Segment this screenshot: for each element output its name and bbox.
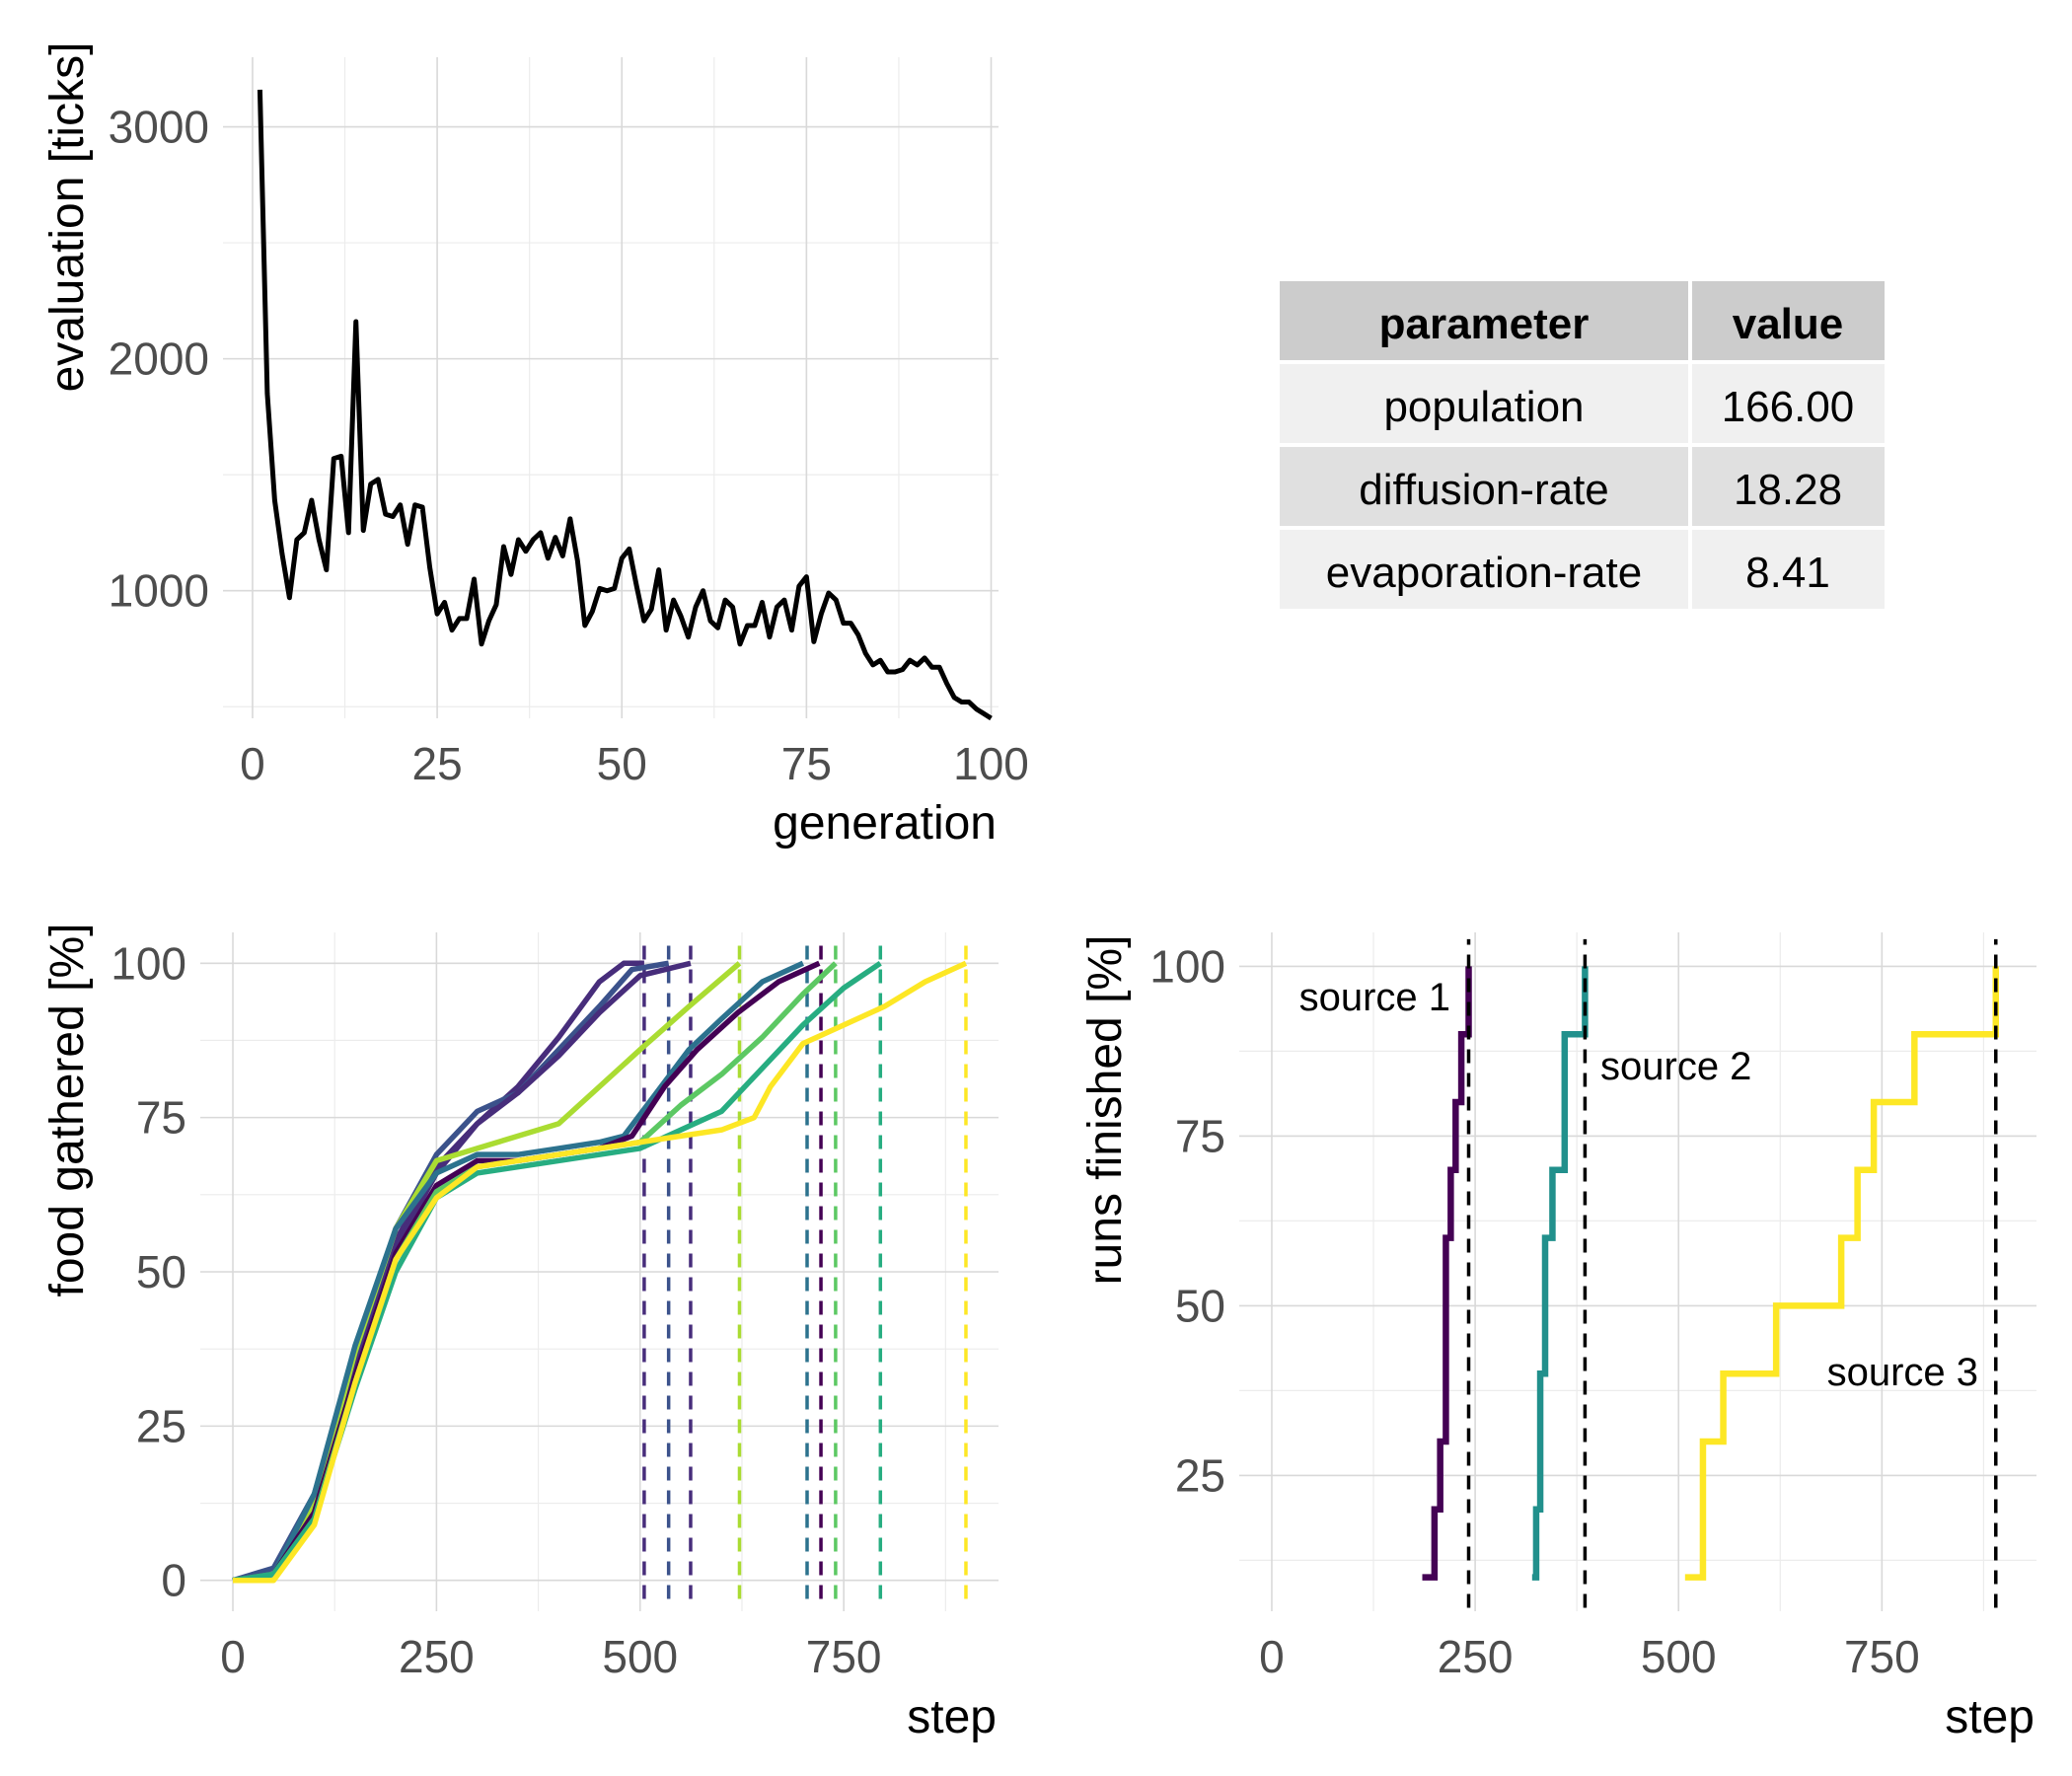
runs-finished-chart: 0 250 500 750 25 50 75 100 source 1 source 2 s… <box>1079 932 2036 1743</box>
runs-finished-chart-lines <box>1422 938 2000 1608</box>
table-row-2-cell-parameter <box>1280 447 1688 526</box>
evaluation-x-tick-label: 25 <box>411 738 462 789</box>
evaluation-chart-lines <box>257 89 993 721</box>
table-row-2-cell-value <box>1692 447 1885 526</box>
table-cell-diffusion-rate-value: 18.28 <box>1734 466 1842 514</box>
runs-finished-source-2-line <box>1531 966 1589 1581</box>
evaluation-chart-x-title: generation <box>773 797 997 850</box>
runs-finished-chart-grid <box>1239 932 2036 1611</box>
table-header-cell-value <box>1692 281 1885 360</box>
food-gathered-series-line <box>233 960 968 1584</box>
runs-finished-x-tick-label: 500 <box>1641 1631 1717 1682</box>
evaluation-x-tick-label: 75 <box>781 738 832 789</box>
runs-finished-x-tick-label: 750 <box>1844 1631 1920 1682</box>
runs-finished-x-tick-label: 250 <box>1438 1631 1514 1682</box>
food-gathered-series-line <box>232 960 805 1584</box>
table-header-parameter: parameter <box>1379 300 1590 348</box>
runs-finished-chart-y-ticks: 25 50 75 100 <box>1149 940 1225 1501</box>
table-row-1-cell-parameter <box>1280 364 1688 443</box>
evaluation-x-tick-label: 50 <box>597 738 647 789</box>
food-gathered-chart-y-title: food gathered [%] <box>41 924 94 1297</box>
annotation-source-1: source 1 <box>1299 976 1450 1019</box>
table-cell-diffusion-rate: diffusion-rate <box>1359 466 1609 514</box>
evaluation-chart-x-ticks: 0 25 50 75 100 <box>240 738 1029 789</box>
food-gathered-chart-x-title: step <box>907 1691 997 1743</box>
runs-finished-y-tick-label: 100 <box>1149 940 1225 992</box>
table-row-3-cell-parameter <box>1280 530 1688 609</box>
food-gathered-x-tick-label: 750 <box>806 1631 882 1682</box>
evaluation-y-tick-label: 2000 <box>109 333 209 385</box>
runs-finished-y-tick-label: 25 <box>1175 1449 1225 1501</box>
evaluation-chart: 0 25 50 75 100 1000 2000 3000 generation evalu… <box>41 42 1029 850</box>
runs-finished-y-tick-label: 75 <box>1175 1110 1225 1161</box>
table-cell-evaporation-rate-value: 8.41 <box>1745 549 1830 597</box>
food-gathered-y-tick-label: 0 <box>161 1555 186 1606</box>
table-cell-population: population <box>1383 383 1584 431</box>
table-cell-evaporation-rate: evaporation-rate <box>1326 549 1642 597</box>
runs-finished-source-3-line <box>1684 966 2000 1581</box>
runs-finished-y-tick-label: 50 <box>1175 1280 1225 1331</box>
parameter-table: parameter value population 166.00 diffus… <box>1280 281 1885 609</box>
annotation-source-3: source 3 <box>1827 1351 1978 1394</box>
table-row-1-cell-value <box>1692 364 1885 443</box>
food-gathered-y-tick-label: 25 <box>136 1400 186 1451</box>
runs-finished-chart-x-title: step <box>1945 1691 2035 1743</box>
annotation-source-2: source 2 <box>1600 1045 1751 1088</box>
food-gathered-chart-y-ticks: 0 25 50 75 100 <box>111 937 186 1605</box>
food-gathered-chart-x-ticks: 0 250 500 750 <box>220 1631 881 1682</box>
evaluation-chart-grid <box>223 57 999 718</box>
runs-finished-x-tick-label: 0 <box>1259 1631 1285 1682</box>
food-gathered-x-tick-label: 0 <box>220 1631 246 1682</box>
table-header-value: value <box>1733 300 1844 348</box>
evaluation-y-tick-label: 3000 <box>109 102 209 153</box>
food-gathered-x-tick-label: 250 <box>399 1631 475 1682</box>
table-row-3-cell-value <box>1692 530 1885 609</box>
runs-finished-chart-x-ticks: 0 250 500 750 <box>1259 1631 1920 1682</box>
food-gathered-y-tick-label: 75 <box>136 1092 186 1144</box>
evaluation-y-tick-label: 1000 <box>109 565 209 617</box>
evaluation-chart-y-ticks: 1000 2000 3000 <box>109 102 209 617</box>
evaluation-x-tick-label: 100 <box>953 738 1029 789</box>
food-gathered-x-tick-label: 500 <box>602 1631 678 1682</box>
runs-finished-chart-y-title: runs finished [%] <box>1079 935 1132 1286</box>
food-gathered-chart-lines <box>232 944 968 1599</box>
food-gathered-chart: 0 250 500 750 0 25 50 75 100 step food gathered… <box>41 924 999 1743</box>
table-header-cell-parameter <box>1280 281 1688 360</box>
food-gathered-y-tick-label: 100 <box>111 937 186 989</box>
evaluation-chart-y-title: evaluation [ticks] <box>41 42 94 393</box>
evaluation-series-line <box>257 89 993 721</box>
runs-finished-source-1-line <box>1422 966 1472 1581</box>
evaluation-x-tick-label: 0 <box>240 738 265 789</box>
food-gathered-y-tick-label: 50 <box>136 1246 186 1297</box>
table-cell-population-value: 166.00 <box>1722 383 1855 431</box>
